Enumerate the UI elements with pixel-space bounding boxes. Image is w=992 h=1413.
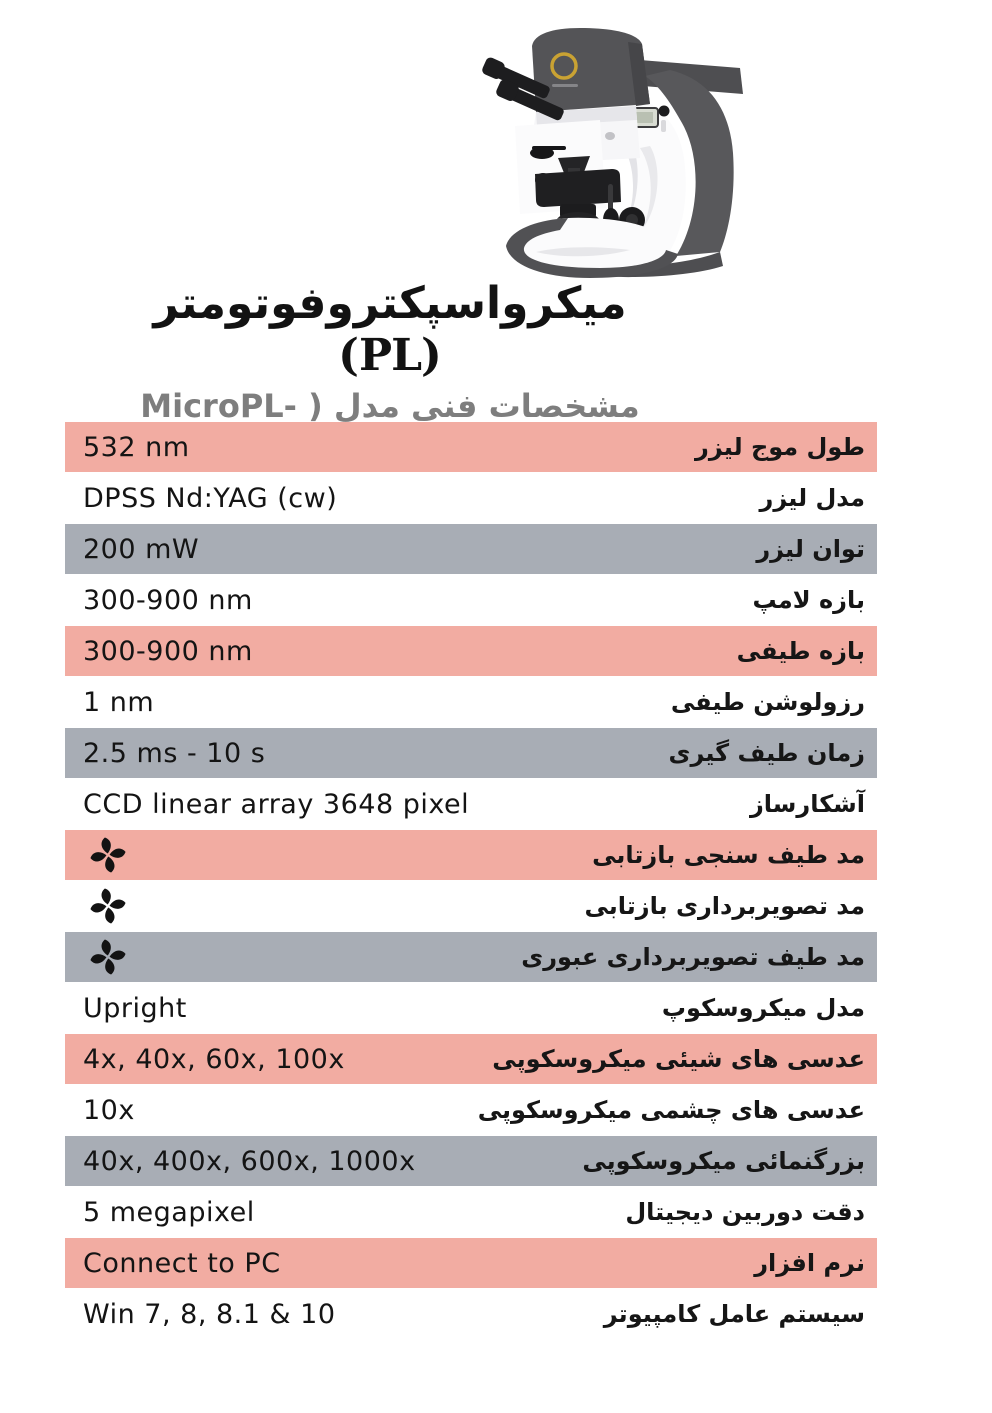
page-title-fa: میکرواسپکتروفوتومتر <box>153 278 627 329</box>
spec-value: CCD linear array 3648 pixel <box>83 788 470 820</box>
spec-label: طول موج لیزر <box>695 433 865 461</box>
spec-label: مد طیف تصویربرداری عبوری <box>521 943 865 971</box>
four-petal-asterisk-icon <box>90 939 126 975</box>
four-petal-asterisk-icon <box>90 888 126 924</box>
spec-label: نرم افزار <box>754 1249 865 1277</box>
table-row: 2.5 ms - 10 s زمان طیف گیری <box>65 728 877 778</box>
table-row: مد طیف سنجی بازتابی <box>65 830 877 880</box>
spec-value: 200 mW <box>83 533 200 565</box>
spec-value: 4x, 40x, 60x, 100x <box>83 1043 345 1075</box>
spec-value: 532 nm <box>83 431 190 463</box>
spec-label: مد تصویربرداری بازتابی <box>584 892 865 920</box>
spec-label: مد طیف سنجی بازتابی <box>592 841 865 869</box>
spec-value: 40x, 400x, 600x, 1000x <box>83 1145 416 1177</box>
spec-value: Upright <box>83 992 187 1024</box>
feature-mark <box>65 834 127 876</box>
spec-value: Connect to PC <box>83 1247 281 1279</box>
page-title: میکرواسپکتروفوتومتر (PL) <box>130 278 650 382</box>
spec-label: دقت دوربین دیجیتال <box>625 1198 865 1226</box>
table-row: 4x, 40x, 60x, 100x عدسی های شیئی میکروسکو… <box>65 1034 877 1084</box>
spec-label: زمان طیف گیری <box>668 739 865 767</box>
spec-label: مدل لیزر <box>759 484 865 512</box>
spec-label: عدسی های چشمی میکروسکوپی <box>477 1096 865 1124</box>
table-row: CCD linear array 3648 pixel آشکارساز <box>65 779 877 829</box>
spec-label: توان لیزر <box>756 535 865 563</box>
spec-label: مدل میکروسکوپ <box>661 994 865 1022</box>
spec-value: 2.5 ms - 10 s <box>83 737 266 769</box>
table-row: DPSS Nd:YAG (cw) مدل لیزر <box>65 473 877 523</box>
four-petal-asterisk-icon <box>90 837 126 873</box>
spec-table: 532 nm طول موج لیزر DPSS Nd:YAG (cw) مدل لی… <box>65 422 877 1340</box>
spec-value: DPSS Nd:YAG (cw) <box>83 482 338 514</box>
table-row: مد طیف تصویربرداری عبوری <box>65 932 877 982</box>
heading: میکرواسپکتروفوتومتر (PL) مشخصات فنی مدل … <box>130 278 650 472</box>
spec-value: 300-900 nm <box>83 635 253 667</box>
spec-label: بازه لامپ <box>752 586 866 614</box>
spec-value: 1 nm <box>83 686 155 718</box>
spec-label: عدسی های شیئی میکروسکوپی <box>492 1045 865 1073</box>
table-row: 40x, 400x, 600x, 1000x بزرگنمائی میکروسکو… <box>65 1136 877 1186</box>
spec-value: Win 7, 8, 8.1 & 10 <box>83 1298 336 1330</box>
table-row: 5 megapixel دقت دوربین دیجیتال <box>65 1187 877 1237</box>
table-row: 10x عدسی های چشمی میکروسکوپی <box>65 1085 877 1135</box>
table-row: Upright مدل میکروسکوپ <box>65 983 877 1033</box>
table-row: 532 nm طول موج لیزر <box>65 422 877 472</box>
spec-value: 10x <box>83 1094 135 1126</box>
feature-mark <box>65 885 127 927</box>
table-row: 1 nm رزولوشن طیفی <box>65 677 877 727</box>
spec-value: 5 megapixel <box>83 1196 255 1228</box>
feature-mark <box>65 936 127 978</box>
spec-label: آشکارساز <box>749 790 865 818</box>
spec-label: رزولوشن طیفی <box>670 688 865 716</box>
spec-label: بازه طیفی <box>736 637 865 665</box>
spec-label: بزرگنمائی میکروسکوپی <box>582 1147 865 1175</box>
table-row: Win 7, 8, 8.1 & 10 سیستم عامل کامپیوتر <box>65 1289 877 1339</box>
upright-microscope-illustration <box>482 28 743 278</box>
table-row: 200 mW توان لیزر <box>65 524 877 574</box>
table-row: Connect to PC نرم افزار <box>65 1238 877 1288</box>
table-row: مد تصویربرداری بازتابی <box>65 881 877 931</box>
table-row: 300-900 nm بازه طیفی <box>65 626 877 676</box>
table-row: 300-900 nm بازه لامپ <box>65 575 877 625</box>
spec-label: سیستم عامل کامپیوتر <box>603 1300 865 1328</box>
page-title-en: (PL) <box>338 330 443 381</box>
spec-value: 300-900 nm <box>83 584 253 616</box>
